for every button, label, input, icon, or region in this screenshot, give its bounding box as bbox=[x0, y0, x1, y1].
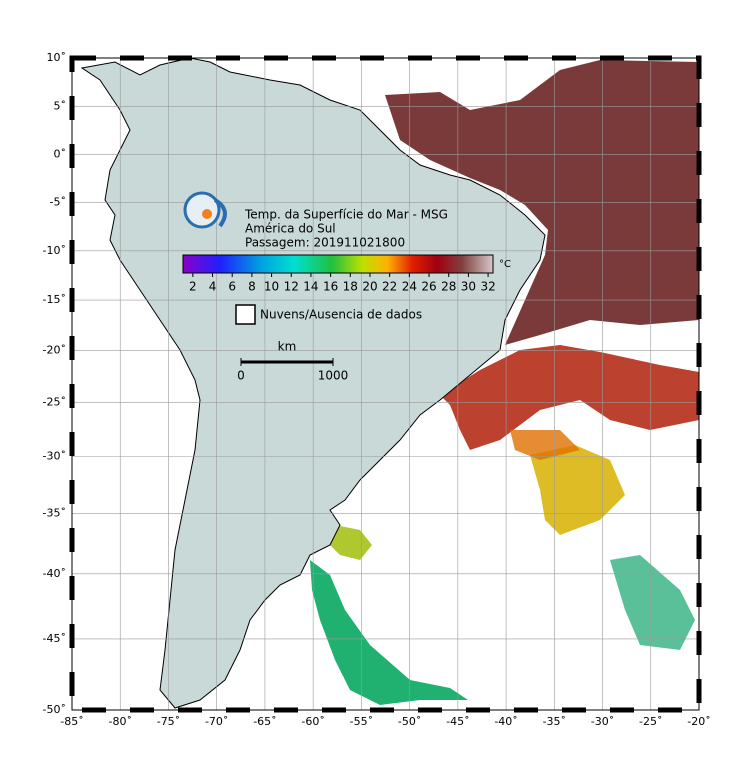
colorbar-tick-label: 32 bbox=[480, 280, 495, 294]
sst-mild-region bbox=[530, 445, 625, 535]
lon-tick-label: -75˚ bbox=[157, 715, 180, 728]
lon-tick-label: -20˚ bbox=[687, 715, 710, 728]
lat-tick-label: -40˚ bbox=[43, 567, 66, 580]
lon-tick-label: -35˚ bbox=[543, 715, 566, 728]
colorbar-tick-label: 8 bbox=[248, 280, 256, 294]
title-line: Temp. da Superfície do Mar - MSG bbox=[244, 208, 448, 222]
lat-tick-label: -25˚ bbox=[43, 395, 66, 408]
colorbar-tick-label: 6 bbox=[228, 280, 236, 294]
lat-tick-label: -45˚ bbox=[43, 632, 66, 645]
sst-hot-region bbox=[440, 345, 699, 450]
lat-tick-label: -30˚ bbox=[43, 449, 66, 462]
colorbar-tick-label: 2 bbox=[189, 280, 197, 294]
map-frame-line bbox=[71, 57, 700, 711]
lon-tick-label: -50˚ bbox=[398, 715, 421, 728]
colorbar-tick-label: 28 bbox=[441, 280, 456, 294]
lat-tick-label: 10˚ bbox=[47, 51, 67, 64]
colorbar-tick-label: 30 bbox=[461, 280, 476, 294]
lon-tick-label: -45˚ bbox=[446, 715, 469, 728]
lat-tick-label: -15˚ bbox=[43, 293, 66, 306]
lat-tick-label: 0˚ bbox=[54, 147, 67, 160]
colorbar-tick-label: 22 bbox=[382, 280, 397, 294]
lon-tick-label: -85˚ bbox=[60, 715, 83, 728]
sst-cool-region bbox=[310, 560, 468, 705]
lat-tick-label: -10˚ bbox=[43, 244, 66, 257]
colorbar-tick-label: 18 bbox=[343, 280, 358, 294]
lon-tick-label: -70˚ bbox=[205, 715, 228, 728]
lat-tick-label: -5˚ bbox=[50, 195, 66, 208]
map-layer bbox=[80, 58, 699, 709]
lat-tick-label: -20˚ bbox=[43, 343, 66, 356]
colorbar-unit: °C bbox=[499, 259, 511, 270]
lon-tick-label: -80˚ bbox=[108, 715, 131, 728]
lat-tick-label: -50˚ bbox=[43, 703, 66, 716]
scale-unit: km bbox=[278, 340, 297, 354]
lon-tick-label: -40˚ bbox=[494, 715, 517, 728]
sst-orange-region bbox=[510, 430, 580, 460]
logo bbox=[183, 191, 227, 229]
lat-tick-label: -35˚ bbox=[43, 506, 66, 519]
colorbar-tick-label: 24 bbox=[402, 280, 417, 294]
lon-tick-label: -60˚ bbox=[301, 715, 324, 728]
colorbar-tick-label: 10 bbox=[264, 280, 279, 294]
legend-label: Nuvens/Ausencia de dados bbox=[260, 308, 422, 322]
lon-tick-label: -25˚ bbox=[639, 715, 662, 728]
colorbar bbox=[182, 254, 494, 274]
title-line: América do Sul bbox=[245, 222, 336, 236]
sst-south-east-region bbox=[610, 555, 695, 650]
colorbar-tick-label: 16 bbox=[323, 280, 338, 294]
scale-tick-label: 0 bbox=[237, 369, 245, 383]
colorbar-tick-label: 4 bbox=[209, 280, 217, 294]
colorbar-tick-label: 20 bbox=[362, 280, 377, 294]
colorbar-tick-label: 14 bbox=[303, 280, 318, 294]
lon-tick-label: -30˚ bbox=[591, 715, 614, 728]
legend-swatch bbox=[235, 304, 256, 325]
colorbar-tick-label: 12 bbox=[284, 280, 299, 294]
lat-tick-label: 5˚ bbox=[54, 99, 67, 112]
title-line: Passagem: 201911021800 bbox=[245, 236, 405, 250]
lon-tick-label: -55˚ bbox=[350, 715, 373, 728]
lon-tick-label: -65˚ bbox=[253, 715, 276, 728]
scale-tick-label: 1000 bbox=[318, 369, 349, 383]
colorbar-tick-label: 26 bbox=[421, 280, 436, 294]
